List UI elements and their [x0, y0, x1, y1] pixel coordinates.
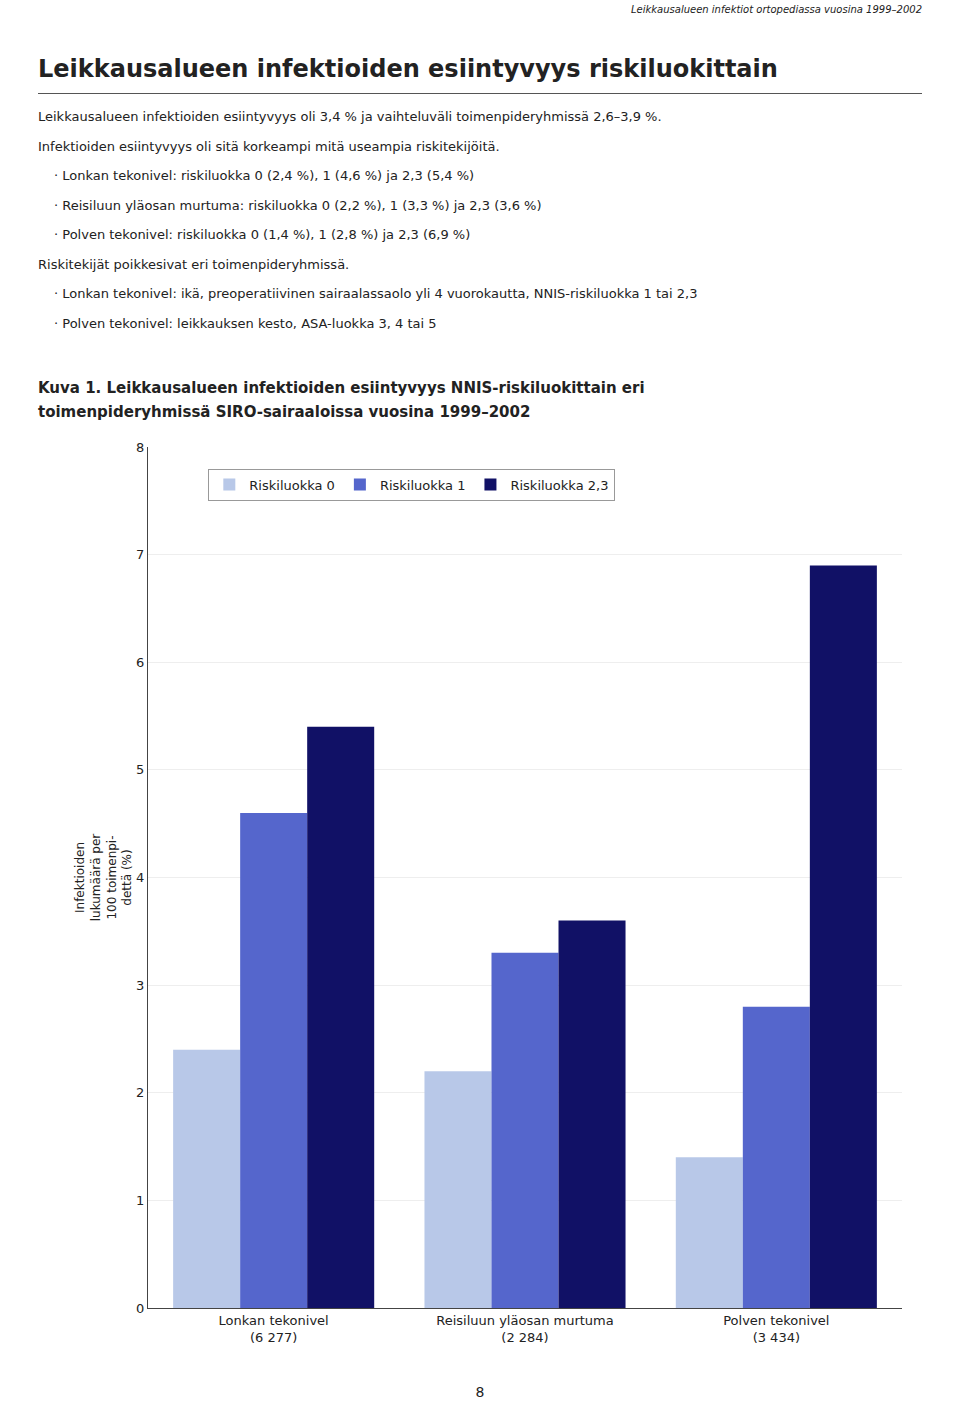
svg-text:3: 3	[136, 978, 144, 993]
svg-text:6: 6	[136, 655, 144, 670]
html-text:· Reisiluun yläosan murtuma: r: · Reisiluun yläosan murtuma: riskiluokka…	[54, 197, 542, 213]
html-text:· Polven tekonivel: riskiluokk: · Polven tekonivel: riskiluokka 0 (1,4 %…	[54, 227, 471, 243]
html-text:Riskitekijät poikkesivat eri t: Riskitekijät poikkesivat eri toimenpider…	[38, 256, 350, 272]
svg-text:5: 5	[136, 763, 144, 778]
html-text:Leikkausalueen infektiot ortop: Leikkausalueen infektiot ortopediassa vu…	[631, 4, 922, 15]
svg-text:0: 0	[136, 1301, 144, 1316]
svg-text:4: 4	[136, 870, 144, 885]
html-text:· Lonkan tekonivel: riskiluokk: · Lonkan tekonivel: riskiluokka 0 (2,4 %…	[54, 168, 475, 184]
html-text:· Lonkan tekonivel: ikä, preop: · Lonkan tekonivel: ikä, preoperatiivine…	[54, 286, 698, 302]
html-text:Kuva 1. Leikkausalueen infekti: Kuva 1. Leikkausalueen infektioiden esii…	[38, 379, 645, 422]
html-text:· Polven tekonivel: leikkaukse: · Polven tekonivel: leikkauksen kesto, A…	[54, 315, 437, 331]
svg-text:Reisiluun yläosan murtuma(2 28: Reisiluun yläosan murtuma(2 284)	[436, 1313, 613, 1345]
html-text:Leikkausalueen infektioiden es: Leikkausalueen infektioiden esiintyvyys …	[38, 109, 662, 124]
html-text:Infektioiden esiintyvyys oli s: Infektioiden esiintyvyys oli sitä korkea…	[38, 138, 500, 154]
svg-text:Riskiluokka 0: Riskiluokka 0	[249, 478, 335, 493]
svg-text:Infektioidenlukumäärä per100 t: Infektioidenlukumäärä per100 toimenpi-de…	[73, 834, 134, 922]
svg-text:Riskiluokka 2,3: Riskiluokka 2,3	[510, 478, 608, 493]
svg-text:7: 7	[136, 548, 144, 563]
svg-text:2: 2	[136, 1086, 144, 1101]
svg-text:1: 1	[136, 1193, 144, 1208]
svg-text:8: 8	[136, 440, 144, 455]
svg-text:Polven tekonivel(3 434): Polven tekonivel(3 434)	[723, 1313, 829, 1345]
html-text:Leikkausalueen infektioiden es: Leikkausalueen infektioiden esiintyvyys …	[38, 55, 778, 83]
svg-text:Riskiluokka 1: Riskiluokka 1	[380, 478, 466, 493]
html-text:8: 8	[475, 1384, 485, 1401]
svg-text:Lonkan tekonivel(6 277): Lonkan tekonivel(6 277)	[219, 1313, 329, 1345]
